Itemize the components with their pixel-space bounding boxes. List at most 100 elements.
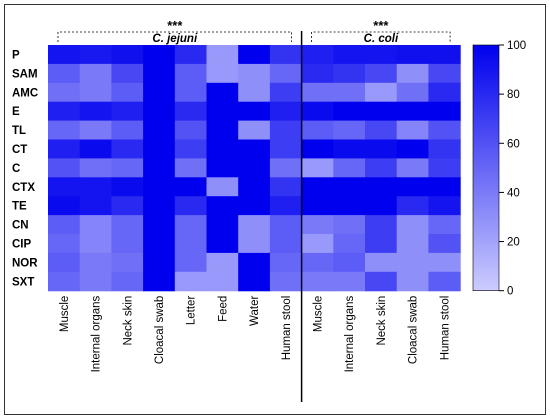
colorbar-tick-label: 20 — [507, 237, 520, 249]
heatmap-cell — [174, 45, 208, 65]
heatmap-cell — [428, 45, 461, 65]
heatmap-cell — [333, 252, 366, 273]
heatmap-cell — [365, 120, 398, 141]
heatmap-cell — [206, 215, 239, 235]
heatmap-cell — [143, 196, 176, 216]
heatmap-cell — [79, 63, 112, 84]
heatmap-cell — [48, 63, 81, 84]
heatmap-cell — [365, 158, 398, 178]
heatmap-cell — [269, 82, 303, 103]
heatmap-cell — [111, 158, 144, 178]
heatmap-cell — [143, 252, 176, 273]
heatmap-cell — [428, 101, 461, 122]
heatmap-cell — [143, 139, 176, 159]
heatmap-cell — [48, 82, 81, 103]
heatmap-cell — [333, 139, 366, 159]
heatmap-cell — [174, 101, 208, 122]
heatmap-cell — [269, 271, 303, 292]
column-label: Water — [249, 296, 261, 326]
heatmap-cell — [365, 82, 398, 103]
heatmap-cell — [174, 271, 208, 292]
heatmap-cell — [206, 177, 239, 197]
heatmap-cell — [365, 196, 398, 216]
heatmap-cell — [396, 271, 429, 292]
column-label: Cloacal swab — [408, 296, 420, 364]
heatmap-cell — [333, 271, 366, 292]
heatmap-cell — [174, 196, 208, 216]
heatmap-cell — [143, 158, 176, 178]
heatmap-cell — [143, 120, 176, 141]
heatmap-cell — [396, 120, 429, 141]
colorbar-gradient — [472, 44, 500, 291]
heatmap-cell — [396, 63, 429, 84]
heatmap-cell — [48, 120, 81, 141]
row-label: CIP — [12, 238, 32, 250]
heatmap-cell — [143, 45, 176, 65]
heatmap-cell — [111, 177, 144, 197]
column-label: Feed — [217, 296, 229, 322]
heatmap-cell — [269, 215, 303, 235]
heatmap-cell — [79, 252, 112, 273]
heatmap-cell — [206, 45, 239, 65]
heatmap-cell — [333, 101, 366, 122]
heatmap-cell — [428, 234, 461, 254]
heatmap-cell — [174, 252, 208, 273]
heatmap-cell — [79, 158, 112, 178]
heatmap-cell — [269, 120, 303, 141]
heatmap-cell — [174, 82, 208, 103]
heatmap-cell — [238, 215, 271, 235]
heatmap-cell — [396, 101, 429, 122]
heatmap-cell — [396, 45, 429, 65]
heatmap-cell — [238, 234, 271, 254]
heatmap-cell — [269, 177, 303, 197]
heatmap-cell — [206, 82, 239, 103]
heatmap-cell — [365, 252, 398, 273]
heatmap-cell — [269, 234, 303, 254]
group-headers: ***C. jejuni***C. coli — [57, 18, 451, 45]
heatmap-cell — [111, 215, 144, 235]
heatmap-cell — [174, 120, 208, 141]
column-label: Muscle — [59, 296, 71, 332]
figure-frame — [4, 4, 546, 415]
heatmap-cell — [79, 215, 112, 235]
heatmap-cell — [143, 234, 176, 254]
heatmap-cell — [428, 82, 461, 103]
heatmap-cell — [269, 45, 303, 65]
heatmap-cell — [333, 82, 366, 103]
row-label: TL — [12, 125, 26, 137]
heatmap-cell — [428, 120, 461, 141]
heatmap-cell — [174, 177, 208, 197]
heatmap-cell — [396, 139, 429, 159]
heatmap-cell — [111, 63, 144, 84]
heatmap-cell — [301, 63, 334, 84]
heatmap-cell — [238, 101, 271, 122]
heatmap-cell — [238, 63, 271, 84]
heatmap-cell — [206, 120, 239, 141]
heatmap-cell — [269, 252, 303, 273]
heatmap-cell — [48, 101, 81, 122]
column-label: Internal organs — [344, 295, 356, 372]
heatmap-cell — [79, 82, 112, 103]
heatmap-cell — [301, 120, 334, 141]
heatmap-cell — [365, 215, 398, 235]
heatmap-cell — [238, 271, 271, 292]
heatmap-cell — [111, 82, 144, 103]
heatmap-cell — [396, 82, 429, 103]
heatmap-cell — [428, 177, 461, 197]
heatmap-cell — [301, 139, 334, 159]
heatmap-cell — [365, 234, 398, 254]
heatmap-cell — [174, 215, 208, 235]
heatmap-cell — [428, 215, 461, 235]
heatmap-cell — [238, 139, 271, 159]
heatmap-cell — [48, 158, 81, 178]
group-bracket — [57, 31, 292, 42]
heatmap-cell — [301, 252, 334, 273]
heatmap-cell — [206, 101, 239, 122]
heatmap-cell — [301, 234, 334, 254]
heatmap-cell — [79, 271, 112, 292]
heatmap-cell — [48, 196, 81, 216]
column-labels: Muscle Internal organs Neck skin Cloacal sw… — [59, 295, 451, 372]
row-label: SAM — [12, 68, 38, 80]
heatmap-cell — [396, 196, 429, 216]
heatmap-cell — [301, 177, 334, 197]
